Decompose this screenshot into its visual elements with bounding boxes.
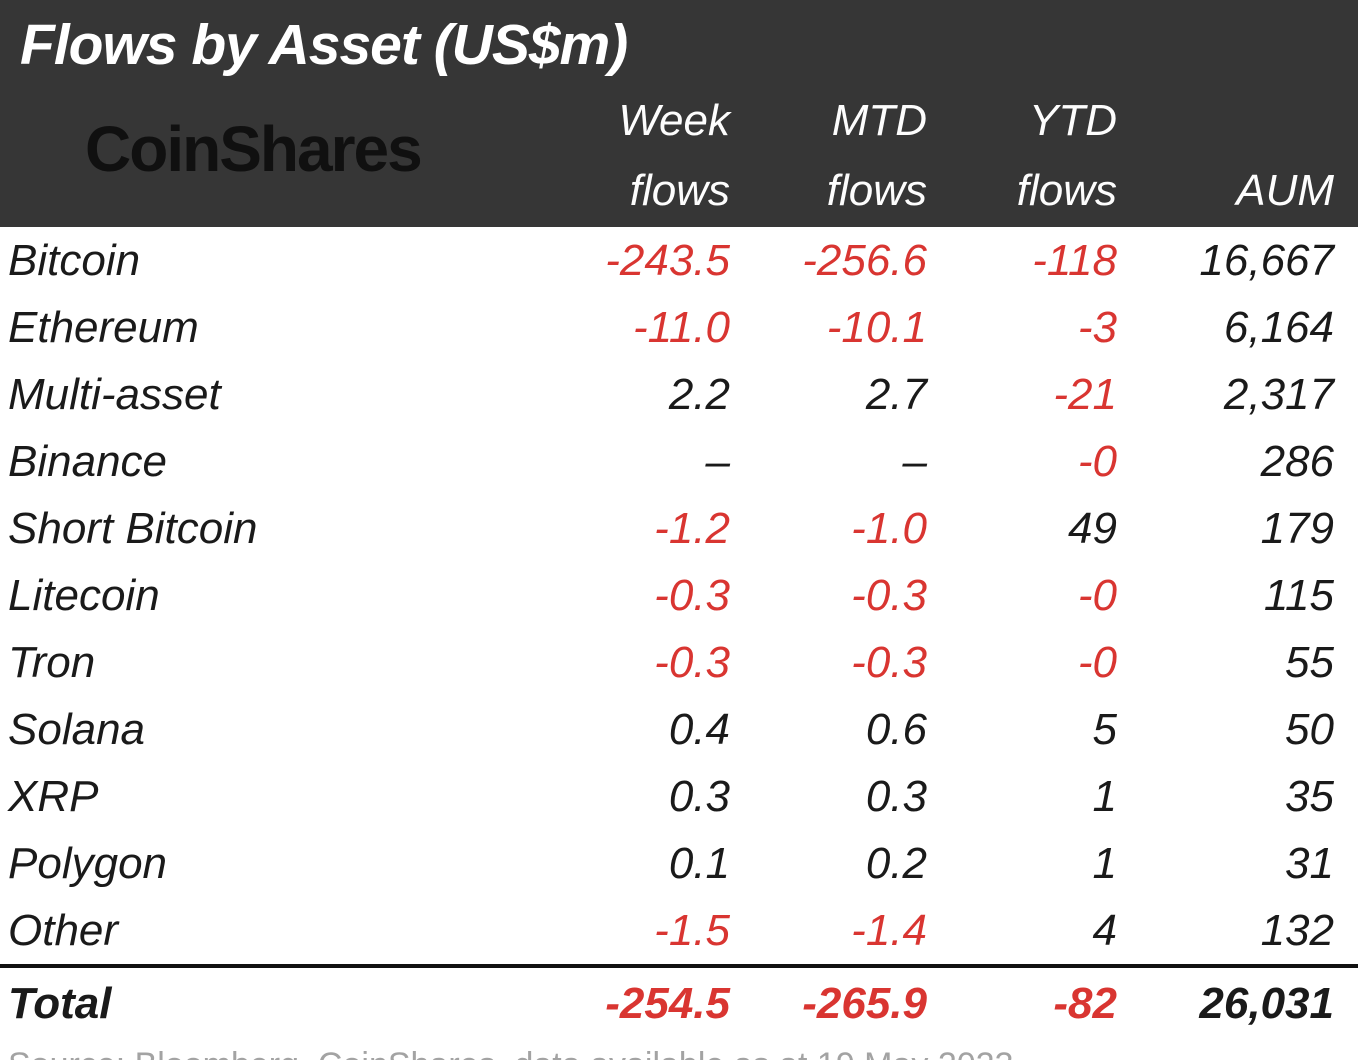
week-flows-value: -1.5 <box>654 905 730 955</box>
mtd-flows-value: – <box>902 436 927 486</box>
table-row-solana: Solana 0.4 0.6 5 50 <box>0 696 1358 763</box>
mtd-flows-value: -0.3 <box>851 637 927 687</box>
table-row-litecoin: Litecoin -0.3 -0.3 -0 115 <box>0 562 1358 629</box>
aum-value: 132 <box>1260 905 1334 955</box>
total-ytd-flows-value: -82 <box>1053 978 1117 1028</box>
mtd-flows-value: -1.0 <box>851 503 927 553</box>
table-row-other: Other -1.5 -1.4 4 132 <box>0 897 1358 964</box>
asset-label: Multi-asset <box>8 369 221 419</box>
ytd-flows-value: -3 <box>1077 302 1117 352</box>
ytd-flows-value: 49 <box>1068 503 1117 553</box>
asset-label: XRP <box>8 771 99 821</box>
mtd-flows-value: -1.4 <box>851 905 927 955</box>
asset-label: Litecoin <box>8 570 160 620</box>
ytd-flows-value: -118 <box>1032 235 1117 285</box>
total-week-flows-value: -254.5 <box>605 978 730 1028</box>
column-header-week: Week <box>618 96 730 145</box>
table-row-xrp: XRP 0.3 0.3 1 35 <box>0 763 1358 830</box>
aum-value: 16,667 <box>1199 235 1334 285</box>
coinshares-logo: CoinShares <box>85 113 423 185</box>
week-flows-value: -243.5 <box>605 235 730 285</box>
week-flows-value: -0.3 <box>654 570 730 620</box>
aum-value: 179 <box>1260 503 1334 553</box>
aum-value: 2,317 <box>1223 369 1334 419</box>
column-header-ytd: YTD <box>1029 96 1117 145</box>
table-row-total: Total -254.5 -265.9 -82 26,031 <box>0 964 1358 1039</box>
column-headers-line1: Week MTD YTD <box>0 86 1358 156</box>
asset-label: Polygon <box>8 838 168 888</box>
table-row-ethereum: Ethereum -11.0 -10.1 -3 6,164 <box>0 294 1358 361</box>
table-row-bitcoin: Bitcoin -243.5 -256.6 -118 16,667 <box>0 227 1358 294</box>
aum-value: 31 <box>1285 838 1334 888</box>
ytd-flows-value: -0 <box>1077 570 1117 620</box>
table-row-short-bitcoin: Short Bitcoin -1.2 -1.0 49 179 <box>0 495 1358 562</box>
asset-label: Tron <box>8 637 96 687</box>
ytd-flows-value: 5 <box>1092 704 1117 754</box>
table-row-tron: Tron -0.3 -0.3 -0 55 <box>0 629 1358 696</box>
aum-value: 6,164 <box>1223 302 1334 352</box>
week-flows-value: 0.4 <box>668 704 730 754</box>
total-aum-value: 26,031 <box>1199 978 1334 1028</box>
ytd-flows-value: -0 <box>1077 436 1117 486</box>
week-flows-value: -0.3 <box>654 637 730 687</box>
mtd-flows-value: 0.2 <box>865 838 927 888</box>
aum-value: 286 <box>1260 436 1334 486</box>
column-header-aum: AUM <box>1236 166 1334 215</box>
column-header-mtd: MTD <box>831 96 927 145</box>
page-title: Flows by Asset (US$m) <box>20 13 628 77</box>
mtd-flows-value: -0.3 <box>851 570 927 620</box>
ytd-flows-value: 1 <box>1092 771 1117 821</box>
table-header: Flows by Asset (US$m) CoinShares Week MT… <box>0 0 1358 227</box>
ytd-flows-value: 4 <box>1092 905 1117 955</box>
aum-value: 35 <box>1285 771 1334 821</box>
column-headers-line2: flows flows flows AUM <box>0 156 1358 226</box>
mtd-flows-value: -10.1 <box>826 302 927 352</box>
total-mtd-flows-value: -265.9 <box>802 978 927 1028</box>
aum-value: 50 <box>1285 704 1334 754</box>
week-flows-value: -11.0 <box>632 302 730 352</box>
mtd-flows-value: -256.6 <box>802 235 927 285</box>
table-row-binance: Binance – – -0 286 <box>0 428 1358 495</box>
asset-label: Other <box>8 905 119 955</box>
asset-label: Binance <box>8 436 168 486</box>
asset-label: Ethereum <box>8 302 199 352</box>
flows-table-body: Bitcoin -243.5 -256.6 -118 16,667 Ethere… <box>0 227 1358 1039</box>
column-header-ytd-flows: flows <box>1016 166 1117 215</box>
week-flows-value: 2.2 <box>668 369 730 419</box>
mtd-flows-value: 0.6 <box>865 704 927 754</box>
ytd-flows-value: 1 <box>1092 838 1117 888</box>
total-label: Total <box>8 978 112 1028</box>
week-flows-value: -1.2 <box>654 503 730 553</box>
week-flows-value: 0.3 <box>668 771 730 821</box>
aum-value: 115 <box>1263 570 1334 620</box>
mtd-flows-value: 0.3 <box>865 771 927 821</box>
aum-value: 55 <box>1285 637 1334 687</box>
week-flows-value: – <box>705 436 730 486</box>
week-flows-value: 0.1 <box>668 838 730 888</box>
mtd-flows-value: 2.7 <box>865 369 927 419</box>
ytd-flows-value: -0 <box>1077 637 1117 687</box>
table-row-polygon: Polygon 0.1 0.2 1 31 <box>0 830 1358 897</box>
asset-label: Bitcoin <box>8 235 141 285</box>
column-header-mtd-flows: flows <box>826 166 927 215</box>
asset-label: Short Bitcoin <box>8 503 258 553</box>
column-header-week-flows: flows <box>629 166 730 215</box>
ytd-flows-value: -21 <box>1053 369 1117 419</box>
source-note: Source: Bloomberg, CoinShares, data avai… <box>8 1046 1348 1060</box>
asset-label: Solana <box>8 704 146 754</box>
table-row-multi-asset: Multi-asset 2.2 2.7 -21 2,317 <box>0 361 1358 428</box>
